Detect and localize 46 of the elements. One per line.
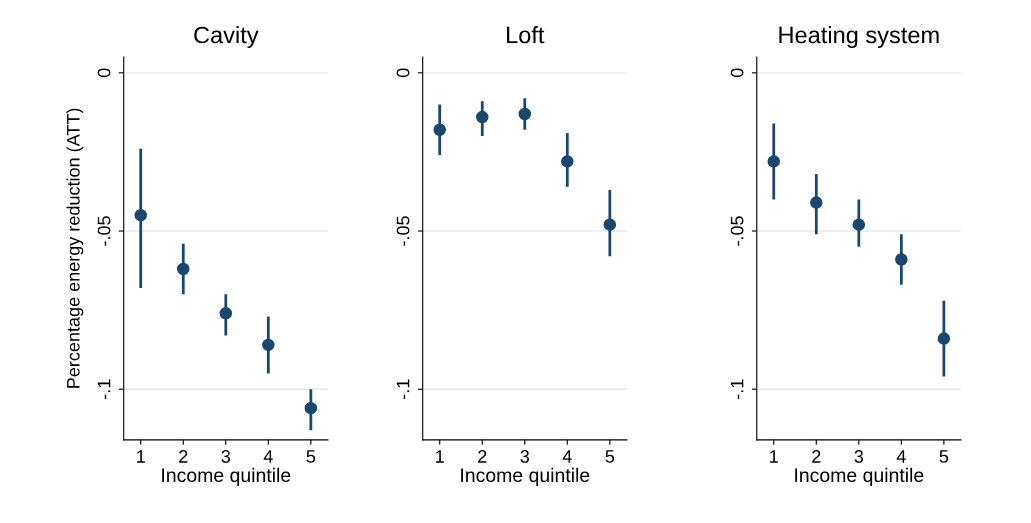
y-tick-label: -.1 bbox=[97, 379, 111, 399]
chart-title: Loft bbox=[507, 26, 545, 44]
y-tick-label: 0 bbox=[730, 68, 744, 78]
point bbox=[518, 107, 532, 121]
point bbox=[895, 253, 908, 266]
point bbox=[603, 218, 617, 231]
x-tick-label: 5 bbox=[939, 450, 949, 463]
y-tick-label: -.1 bbox=[396, 379, 410, 399]
point bbox=[262, 338, 275, 352]
point bbox=[767, 155, 781, 168]
x-tick-label: 3 bbox=[854, 450, 864, 463]
point bbox=[475, 110, 489, 124]
x-tick-label: 2 bbox=[478, 450, 487, 463]
point bbox=[433, 123, 446, 137]
point bbox=[134, 208, 147, 222]
x-tick-label: 5 bbox=[605, 450, 615, 463]
x-tick-label: 3 bbox=[221, 450, 231, 463]
y-tick-label: 0 bbox=[97, 68, 111, 78]
x-tick-label: 2 bbox=[179, 450, 188, 463]
point bbox=[304, 401, 318, 415]
x-tick-label: 4 bbox=[263, 450, 273, 463]
y-axis-title: Percentage energy reduction (ATT) bbox=[66, 108, 84, 388]
point bbox=[937, 332, 951, 345]
x-tick-label: 5 bbox=[306, 450, 316, 463]
point bbox=[561, 155, 574, 168]
x-axis-title: Income quintile bbox=[795, 467, 924, 486]
y-tick-label: 0 bbox=[396, 68, 410, 78]
x-tick-label: 4 bbox=[562, 450, 572, 463]
chart-title: Cavity bbox=[194, 26, 259, 49]
y-tick-label: -.1 bbox=[730, 379, 744, 399]
point bbox=[810, 196, 823, 209]
point bbox=[852, 218, 866, 231]
x-tick-label: 1 bbox=[436, 450, 444, 463]
x-tick-label: 3 bbox=[520, 450, 530, 463]
y-tick-label: -.05 bbox=[97, 216, 111, 246]
x-tick-label: 2 bbox=[812, 450, 821, 463]
point bbox=[219, 307, 233, 320]
x-axis-title: Income quintile bbox=[461, 467, 590, 486]
x-tick-label: 1 bbox=[137, 450, 145, 463]
chart-title: Heating system bbox=[779, 26, 939, 49]
x-axis-title: Income quintile bbox=[162, 467, 291, 486]
y-tick-label: -.05 bbox=[396, 216, 410, 246]
point bbox=[177, 262, 190, 276]
y-tick-label: -.05 bbox=[730, 216, 744, 246]
x-tick-label: 1 bbox=[770, 450, 778, 463]
x-tick-label: 4 bbox=[896, 450, 906, 463]
